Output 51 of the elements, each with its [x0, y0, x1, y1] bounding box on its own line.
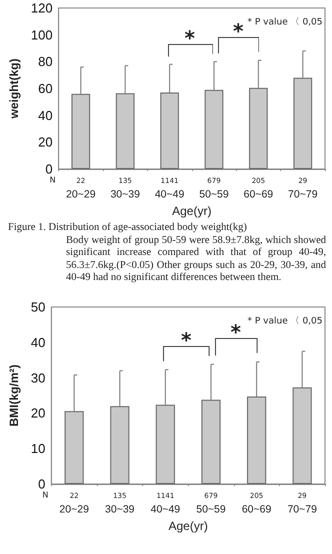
y-tick-label: 60 — [38, 81, 53, 96]
text: N — [42, 490, 48, 499]
x-tick-label: 20~29 — [59, 503, 90, 515]
x-tick-label: 60~69 — [244, 188, 274, 200]
x-tick-label: 30~39 — [105, 503, 135, 515]
bar — [201, 399, 221, 484]
annotation: * — [232, 19, 244, 44]
y-tick-label: 20 — [30, 405, 46, 420]
x-tick-label: 30~39 — [110, 188, 140, 200]
y-tick-label: 40 — [38, 108, 53, 123]
x-tick-label: 70~79 — [288, 188, 318, 200]
y-tick-label: 30 — [30, 370, 46, 385]
x-tick-label: 70~79 — [287, 503, 318, 515]
text: Body weight of group 50-59 were 58.9±7.8kg, which showed significant increase compared with that of group 40-49, 56.3±7.6kg.(P<0.05) Other groups such as 20-29, 30-39, and 40-49 had no significant differences between them. — [65, 234, 326, 284]
x-tick-label: 20~29 — [66, 188, 96, 200]
x-tick-label: 40~49 — [154, 188, 184, 200]
y-tick-label: 50 — [30, 299, 46, 314]
bar — [110, 406, 130, 484]
bar — [204, 90, 224, 169]
annotation: * — [180, 328, 192, 352]
bar — [156, 404, 175, 484]
caption: Figure 1. Distribution of age-associated body weight(kg) — [8, 222, 248, 234]
annotation: * — [230, 320, 242, 344]
annotation: * P value 〈 0,05 — [248, 16, 322, 28]
x-axis-title: Age(yr) — [168, 518, 208, 532]
y-tick-label: 40 — [30, 334, 46, 350]
bar — [160, 92, 179, 169]
bar — [249, 88, 268, 169]
x-tick-label: 50~59 — [196, 503, 226, 515]
annotation: * — [184, 26, 196, 50]
x-tick-label: 40~49 — [150, 503, 180, 515]
y-tick-label: 10 — [30, 440, 46, 456]
bar — [293, 78, 312, 169]
y-tick-label: 0 — [45, 162, 53, 176]
y-axis-title: BMI(kg/m²) — [7, 364, 21, 426]
x-tick-label: 50~59 — [199, 188, 229, 200]
bar — [292, 386, 312, 484]
bar — [116, 93, 135, 169]
text: N — [50, 176, 56, 184]
bar — [247, 396, 266, 484]
y-tick-label: 20 — [38, 134, 53, 150]
bar — [64, 410, 84, 484]
bar — [71, 94, 90, 169]
y-axis-title: weight(kg) — [7, 58, 21, 120]
annotation: * P value 〈 0,05 — [248, 315, 322, 327]
y-tick-label: 120 — [30, 0, 53, 16]
y-tick-label: 0 — [38, 476, 46, 491]
y-tick-label: 80 — [38, 54, 53, 70]
y-tick-label: 100 — [30, 27, 53, 42]
x-axis-title: Age(yr) — [172, 204, 212, 218]
x-tick-label: 60~69 — [242, 503, 272, 515]
